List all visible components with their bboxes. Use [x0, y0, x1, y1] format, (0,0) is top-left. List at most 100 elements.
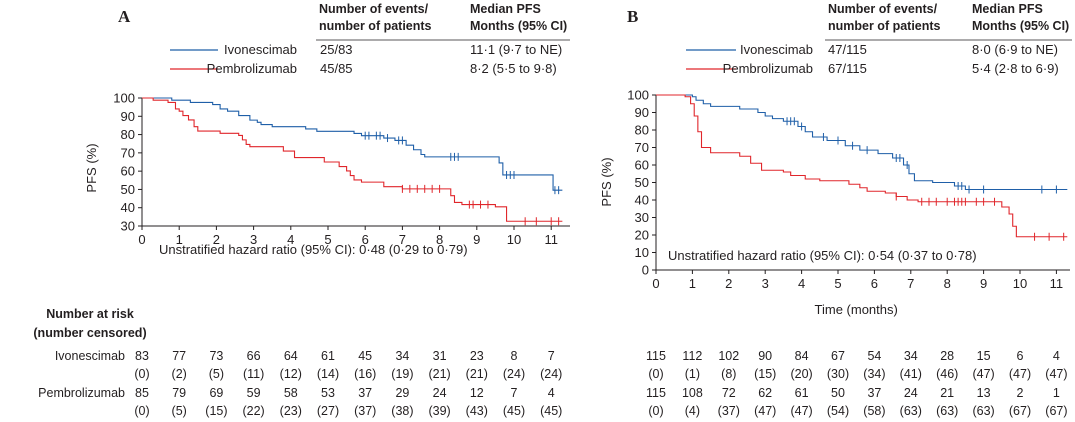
x-tick-label: 2 [725, 276, 732, 291]
at-risk-value: 85 [135, 386, 149, 400]
at-risk-value: 90 [758, 349, 772, 363]
censored-value: (45) [503, 404, 525, 418]
at-risk-value: 7 [511, 386, 518, 400]
risk-row-name: Ivonescimab [55, 349, 125, 363]
censored-value: (63) [972, 404, 994, 418]
at-risk-value: 69 [209, 386, 223, 400]
y-tick-label: 40 [121, 200, 135, 215]
x-tick-label: 4 [287, 232, 294, 247]
y-tick-label: 40 [635, 193, 649, 208]
y-tick-label: 70 [121, 145, 135, 160]
censored-value: (15) [205, 404, 227, 418]
header-events-line1: Number of events/ [828, 2, 938, 16]
x-tick-label: 5 [834, 276, 841, 291]
at-risk-value: 6 [1017, 349, 1024, 363]
at-risk-value: 62 [758, 386, 772, 400]
at-risk-value: 8 [511, 349, 518, 363]
header-events-line1: Number of events/ [319, 2, 429, 16]
censored-value: (0) [134, 367, 149, 381]
censored-value: (47) [1045, 367, 1067, 381]
censored-value: (45) [540, 404, 562, 418]
censored-value: (63) [936, 404, 958, 418]
censored-value: (1) [685, 367, 700, 381]
at-risk-value: 12 [470, 386, 484, 400]
censored-value: (4) [685, 404, 700, 418]
censored-value: (46) [936, 367, 958, 381]
y-tick-label: 30 [635, 210, 649, 225]
y-tick-label: 80 [121, 127, 135, 142]
at-risk-value: 58 [284, 386, 298, 400]
legend-label: Pembrolizumab [207, 61, 297, 76]
censored-value: (47) [1009, 367, 1031, 381]
y-tick-label: 30 [121, 219, 135, 234]
at-risk-value: 34 [395, 349, 409, 363]
censored-value: (21) [466, 367, 488, 381]
at-risk-value: 24 [904, 386, 918, 400]
censored-value: (14) [317, 367, 339, 381]
censored-value: (22) [242, 404, 264, 418]
at-risk-value: 21 [940, 386, 954, 400]
censored-value: (58) [863, 404, 885, 418]
at-risk-value: 84 [795, 349, 809, 363]
x-tick-label: 10 [507, 232, 521, 247]
y-tick-label: 0 [642, 263, 649, 278]
legend-label: Pembrolizumab [723, 61, 813, 76]
x-tick-label: 1 [689, 276, 696, 291]
header-median-line2: Months (95% CI) [972, 19, 1069, 33]
x-tick-label: 1 [176, 232, 183, 247]
x-tick-label: 11 [1050, 276, 1064, 291]
censored-value: (27) [317, 404, 339, 418]
x-tick-label: 8 [944, 276, 951, 291]
censored-value: (24) [503, 367, 525, 381]
x-tick-label: 2 [213, 232, 220, 247]
at-risk-value: 4 [1053, 349, 1060, 363]
panel-letter: B [627, 7, 638, 26]
at-risk-value: 13 [977, 386, 991, 400]
y-tick-label: 90 [121, 109, 135, 124]
at-risk-value: 7 [548, 349, 555, 363]
at-risk-value: 66 [247, 349, 261, 363]
at-risk-value: 31 [433, 349, 447, 363]
panel-letter: A [118, 7, 131, 26]
censored-value: (23) [280, 404, 302, 418]
y-axis-label: PFS (%) [84, 143, 99, 192]
at-risk-value: 61 [795, 386, 809, 400]
censored-value: (19) [391, 367, 413, 381]
header-median-line2: Months (95% CI) [470, 19, 567, 33]
y-axis-label: PFS (%) [599, 157, 614, 206]
median-value: 11·1 (9·7 to NE) [470, 42, 562, 57]
x-tick-label: 7 [399, 232, 406, 247]
risk-table-title: Number at risk [46, 307, 134, 321]
censored-value: (34) [863, 367, 885, 381]
x-tick-label: 4 [798, 276, 805, 291]
y-tick-label: 80 [635, 123, 649, 138]
y-tick-label: 50 [635, 175, 649, 190]
header-median-line1: Median PFS [470, 2, 541, 16]
at-risk-value: 37 [867, 386, 881, 400]
y-tick-label: 10 [635, 245, 649, 260]
header-events-line2: number of patients [319, 19, 432, 33]
censored-value: (54) [827, 404, 849, 418]
x-tick-label: 11 [544, 232, 558, 247]
y-tick-label: 50 [121, 182, 135, 197]
km-curve-pembrolizumab [656, 94, 1068, 238]
at-risk-value: 83 [135, 349, 149, 363]
at-risk-value: 29 [395, 386, 409, 400]
x-axis-label: Time (months) [815, 302, 898, 317]
at-risk-value: 50 [831, 386, 845, 400]
at-risk-value: 115 [646, 386, 666, 400]
at-risk-value: 102 [718, 349, 739, 363]
y-tick-label: 100 [627, 88, 649, 103]
hazard-ratio-annotation: Unstratified hazard ratio (95% CI): 0·48… [159, 242, 468, 257]
risk-table-subtitle: (number censored) [33, 326, 146, 340]
at-risk-value: 72 [722, 386, 736, 400]
censored-value: (0) [648, 404, 663, 418]
censored-value: (63) [900, 404, 922, 418]
at-risk-value: 79 [172, 386, 186, 400]
at-risk-value: 115 [646, 349, 666, 363]
at-risk-value: 53 [321, 386, 335, 400]
legend-label: Ivonescimab [224, 42, 297, 57]
at-risk-value: 108 [682, 386, 703, 400]
at-risk-value: 1 [1053, 386, 1060, 400]
x-tick-label: 10 [1013, 276, 1027, 291]
